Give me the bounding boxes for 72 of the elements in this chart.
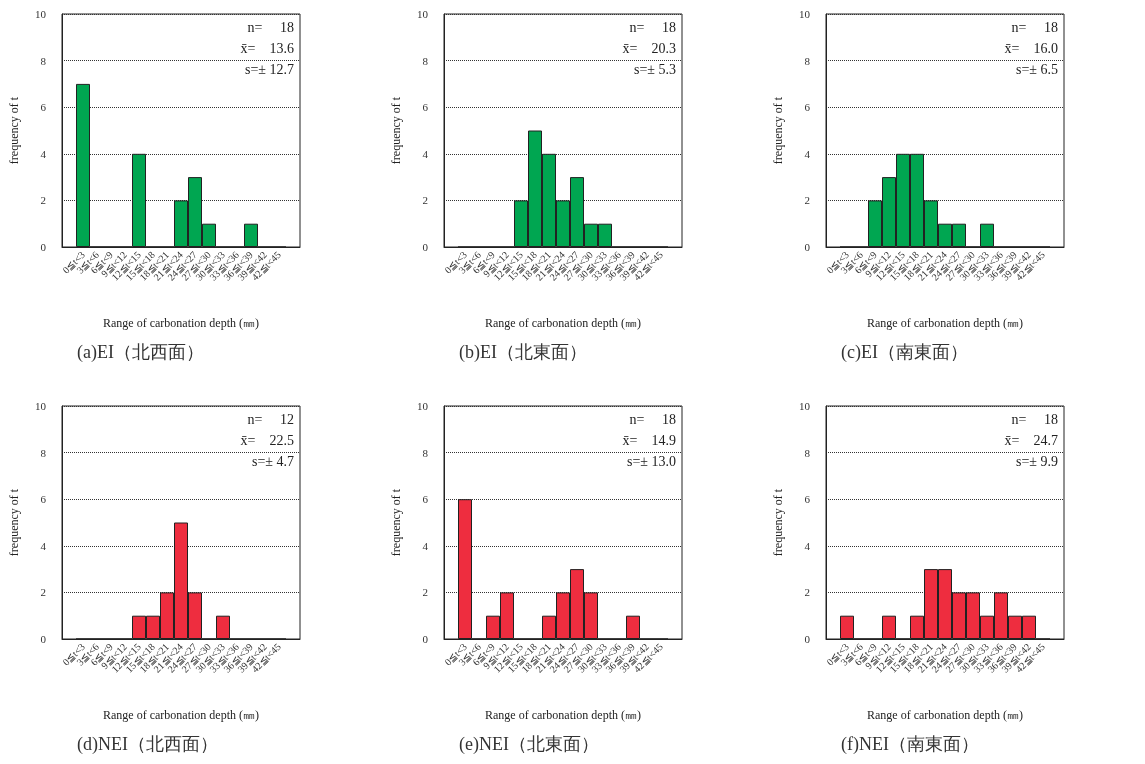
y-tick-label: 8 xyxy=(804,446,811,459)
annotation: s=± 9.9 xyxy=(1015,453,1058,469)
y-tick-label: 2 xyxy=(40,586,46,599)
y-tick-label: 6 xyxy=(40,101,47,114)
y-tick-label: 4 xyxy=(804,147,811,160)
y-tick-label: 6 xyxy=(40,493,47,506)
y-tick-label: 10 xyxy=(799,400,811,412)
y-tick-label: 6 xyxy=(804,493,811,506)
y-tick-label: 4 xyxy=(804,539,811,552)
y-tick-label: 10 xyxy=(417,400,429,412)
y-tick-label: 6 xyxy=(804,101,811,114)
x-axis-title: Range of carbonation depth (㎜) xyxy=(867,316,1023,330)
annotation: s=± 6.5 xyxy=(1015,61,1058,77)
y-tick-label: 10 xyxy=(799,8,811,20)
y-axis-title: frequency of t xyxy=(771,488,785,557)
y-tick-label: 10 xyxy=(35,400,47,412)
text: (b)EI（北東面） xyxy=(459,342,587,363)
x-axis-title: Range of carbonation depth (㎜) xyxy=(867,708,1023,722)
y-tick-label: 8 xyxy=(422,446,429,459)
annotation: n= 18 xyxy=(1011,19,1058,35)
annotation: n= 18 xyxy=(1011,411,1058,427)
annotation: x̄= 22.5 xyxy=(240,432,294,448)
annotation: n= 18 xyxy=(629,411,676,427)
text: (e)NEI（北東面） xyxy=(459,734,599,755)
annotation: x̄= 16.0 xyxy=(1004,40,1058,56)
y-tick-label: 0 xyxy=(40,241,47,253)
annotation: x̄= 24.7 xyxy=(1004,432,1058,448)
text: (d)NEI（北西面） xyxy=(77,734,218,755)
y-tick-label: 8 xyxy=(40,54,47,67)
y-tick-label: 4 xyxy=(40,147,47,160)
y-tick-label: 2 xyxy=(422,194,428,207)
text: (c)EI（南東面） xyxy=(841,342,968,363)
x-axis-title: Range of carbonation depth (㎜) xyxy=(485,708,641,722)
x-axis-title: Range of carbonation depth (㎜) xyxy=(485,316,641,330)
annotation: n= 18 xyxy=(629,19,676,35)
y-tick-label: 8 xyxy=(422,54,429,67)
annotation: s=± 5.3 xyxy=(633,61,676,77)
y-axis-title: frequency of t xyxy=(389,96,403,165)
y-tick-label: 8 xyxy=(804,54,811,67)
x-axis-title: Range of carbonation depth (㎜) xyxy=(103,316,259,330)
y-tick-label: 2 xyxy=(804,194,810,207)
y-tick-label: 10 xyxy=(417,8,429,20)
text: (f)NEI（南東面） xyxy=(841,734,979,755)
annotation: s=± 4.7 xyxy=(251,453,294,469)
y-axis-title: frequency of t xyxy=(7,96,21,165)
y-tick-label: 6 xyxy=(422,101,429,114)
y-tick-label: 0 xyxy=(804,241,811,253)
x-axis-title: Range of carbonation depth (㎜) xyxy=(103,708,259,722)
annotation: s=± 13.0 xyxy=(626,453,676,469)
y-axis-title: frequency of t xyxy=(7,488,21,557)
annotation: n= 12 xyxy=(247,411,294,427)
y-axis-title: frequency of t xyxy=(389,488,403,557)
annotation: x̄= 20.3 xyxy=(622,40,676,56)
y-tick-label: 0 xyxy=(804,633,811,645)
y-tick-label: 2 xyxy=(422,586,428,599)
annotation: x̄= 13.6 xyxy=(240,40,294,56)
y-tick-label: 4 xyxy=(422,147,429,160)
y-tick-label: 4 xyxy=(40,539,47,552)
text: (a)EI（北西面） xyxy=(77,342,204,363)
y-tick-label: 0 xyxy=(422,241,429,253)
y-tick-label: 4 xyxy=(422,539,429,552)
y-tick-label: 8 xyxy=(40,446,47,459)
y-tick-label: 0 xyxy=(40,633,47,645)
y-tick-label: 10 xyxy=(35,8,47,20)
y-tick-label: 2 xyxy=(40,194,46,207)
annotation: n= 18 xyxy=(247,19,294,35)
y-tick-label: 0 xyxy=(422,633,429,645)
y-tick-label: 2 xyxy=(804,586,810,599)
annotation: x̄= 14.9 xyxy=(622,432,676,448)
y-axis-title: frequency of t xyxy=(771,96,785,165)
annotation: s=± 12.7 xyxy=(244,61,294,77)
y-tick-label: 6 xyxy=(422,493,429,506)
